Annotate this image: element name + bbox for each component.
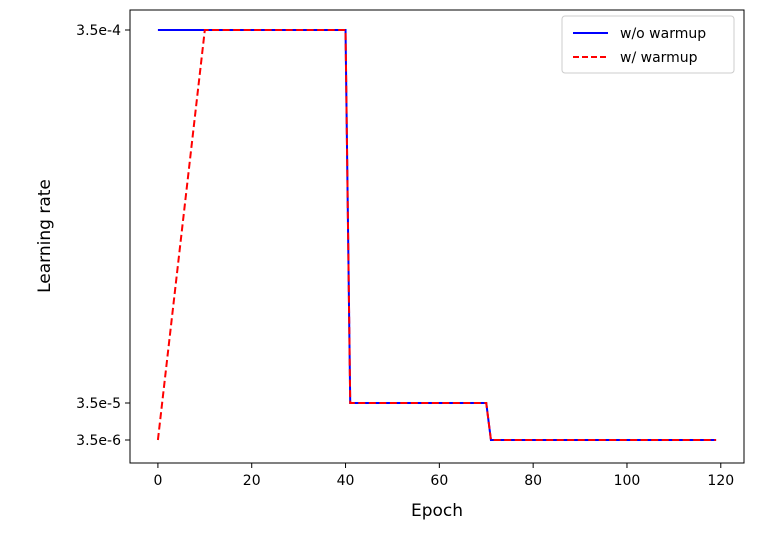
- x-axis-label: Epoch: [411, 501, 463, 521]
- x-tick-label: 40: [337, 473, 355, 489]
- x-tick-label: 0: [153, 473, 162, 489]
- legend-label-w-warmup: w/ warmup: [620, 50, 698, 66]
- x-axis-ticks: 0 20 40 60 80 100 120: [153, 463, 734, 489]
- legend-label-wo-warmup: w/o warmup: [620, 26, 706, 42]
- x-tick-label: 100: [614, 473, 641, 489]
- legend-box: [561, 15, 735, 74]
- plot-frame: [129, 9, 745, 464]
- y-tick-label: 3.5e-4: [76, 23, 121, 39]
- y-axis-label: Learning rate: [35, 179, 55, 293]
- series-line-w-o-warmup: [157, 29, 717, 441]
- y-axis-ticks: 3.5e-4 3.5e-5 3.5e-6: [76, 23, 130, 449]
- series-line-w-warmup: [156, 29, 717, 441]
- y-tick-label: 3.5e-5: [76, 396, 121, 412]
- x-tick-label: 80: [524, 473, 542, 489]
- x-tick-label: 120: [707, 473, 734, 489]
- legend: w/o warmup w/ warmup: [561, 15, 735, 74]
- x-tick-label: 20: [243, 473, 261, 489]
- y-tick-label: 3.5e-6: [76, 433, 121, 449]
- plot-marks: [156, 29, 717, 441]
- x-tick-label: 60: [430, 473, 448, 489]
